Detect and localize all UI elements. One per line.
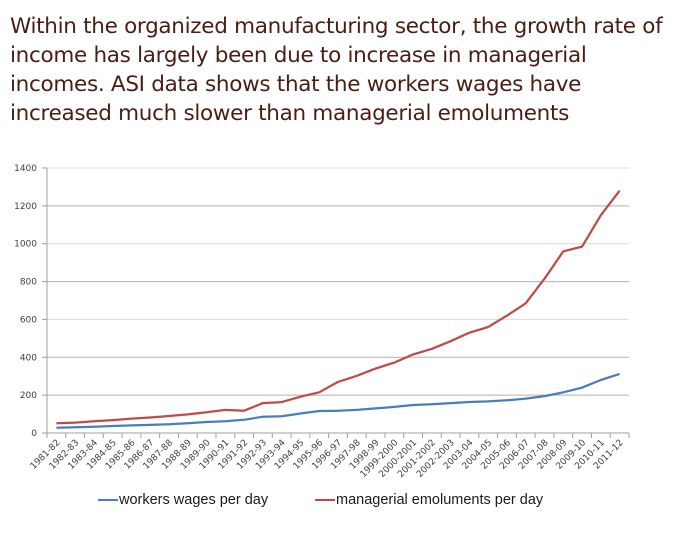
y-tick-label: 0 [31, 429, 37, 439]
y-tick-label: 400 [20, 353, 37, 363]
gridlines [47, 167, 629, 396]
legend-label-managerial: managerial emoluments per day [336, 492, 544, 508]
y-tick-label: 800 [20, 278, 37, 288]
legend-item-workers: workers wages per day [98, 492, 268, 508]
series-lines [56, 190, 621, 429]
y-axis-ticks: 0 200 400 600 800 1000 1200 1400 [14, 164, 47, 439]
y-tick-label: 1200 [14, 202, 37, 212]
legend-item-managerial: managerial emoluments per day [315, 492, 543, 508]
y-tick-label: 600 [20, 315, 37, 325]
series-line-workers [56, 372, 620, 429]
legend-label-workers: workers wages per day [119, 492, 269, 508]
series-line-managerial [56, 190, 621, 425]
y-tick-label: 1000 [14, 240, 37, 250]
y-tick-label: 1400 [14, 164, 37, 174]
y-tick-label: 200 [20, 391, 37, 401]
axes [46, 168, 629, 434]
slide-title: Within the organized manufacturing secto… [10, 14, 663, 126]
legend-swatch-workers [98, 498, 118, 502]
legend: workers wages per day managerial emolume… [90, 492, 610, 512]
x-axis-ticks: 1981-821982-831983-841984-851985-861986-… [29, 433, 630, 480]
legend-swatch-managerial [315, 498, 335, 502]
